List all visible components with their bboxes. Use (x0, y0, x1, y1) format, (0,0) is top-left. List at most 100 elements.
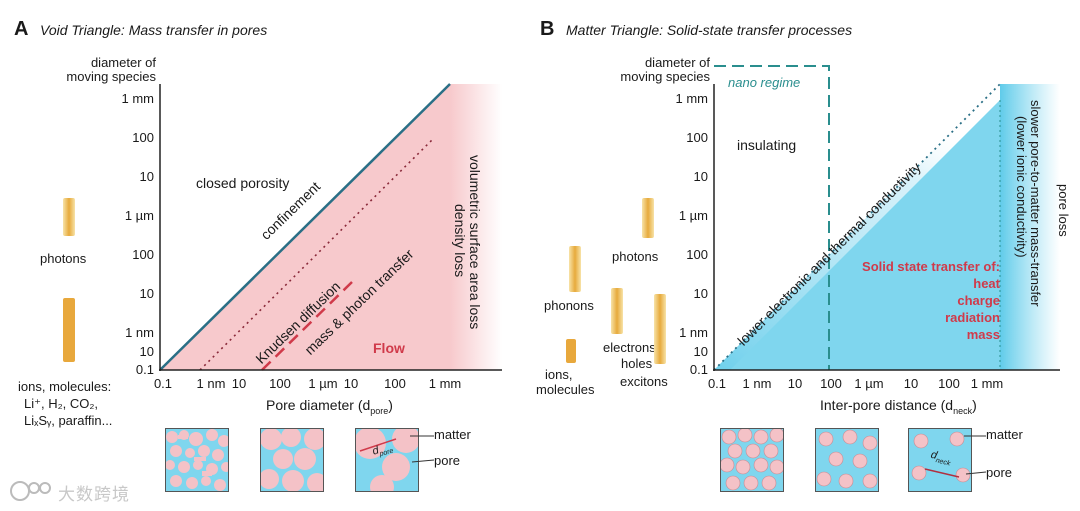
panel-a-ions-label: ions, molecules: Li⁺, H₂, CO₂, LiₓSᵧ, pa… (18, 378, 112, 429)
panel-b-swatch-dense (720, 428, 784, 492)
electrons-line2: holes (621, 356, 653, 371)
solid-state-line2: heat (973, 276, 1000, 291)
panel-a-x-tick: 1 mm (428, 376, 462, 391)
panel-a-diagonal (159, 83, 451, 371)
panel-b-y-tick: 0.1 (689, 362, 708, 377)
x-axis-title-text: Inter-pore distance (d (820, 397, 954, 413)
x-axis-title-text: Pore diameter (d (266, 397, 371, 413)
panel-a-legend-leaders (410, 435, 435, 463)
panel-a-swatch-large (355, 428, 419, 492)
ions-line1: ions, (545, 367, 573, 382)
panel-b-slower-2: (lower ionic conductivity) (1014, 116, 1029, 258)
panel-b-legend-matter: matter (986, 427, 1023, 442)
panel-a-x-tick: 100 (269, 376, 291, 391)
solid-state-line4: radiation (945, 310, 1000, 325)
panel-a-photons-label: photons (40, 251, 87, 266)
solid-state-line5: mass (966, 327, 1000, 342)
panel-a-y-tick: 1 nm (125, 325, 154, 340)
x-axis-title-close: ) (972, 397, 977, 413)
panel-b-y-tick: 100 (686, 130, 708, 145)
ions-line3: LiₓSᵧ, paraffin... (24, 413, 113, 428)
panel-a-dotted-line (199, 139, 433, 371)
panel-b-y-tick: 1 µm (678, 208, 708, 223)
solid-state-line3: charge (957, 293, 1000, 308)
panel-b-y-tick: 1 mm (675, 91, 709, 106)
panel-a-closed-porosity: closed porosity (196, 175, 290, 191)
panel-b-swatch-sparse (908, 428, 972, 492)
panel-b-slower-1: slower pore-to-matter mass-transfer (1028, 100, 1043, 307)
panel-a-legend-pore: pore (434, 453, 461, 468)
panel-b-title: Matter Triangle: Solid-state transfer pr… (566, 22, 853, 38)
d-sub: pore (378, 447, 395, 459)
panel-b-x-tick: 10 (787, 376, 803, 391)
panel-a-swatch-medium (260, 428, 324, 492)
electrons-bar (611, 288, 623, 334)
panel-b-insulating: insulating (737, 137, 797, 153)
panel-b-fade-region (1000, 84, 1060, 370)
panel-b-swatch-medium (815, 428, 879, 492)
panel-a-x-tick: 0.1 (153, 376, 173, 391)
panel-a-fade-region (450, 84, 502, 370)
panel-a-y-tick: 100 (132, 247, 154, 262)
panel-a-x-tick: 10 (231, 376, 247, 391)
panel-b-x-tick: 100 (938, 376, 960, 391)
panel-b-photons-label: photons (612, 249, 659, 264)
watermark-logo-icon (10, 481, 51, 501)
ions-bar (566, 339, 576, 363)
panel-b-excitons-label: excitons (620, 374, 668, 389)
panel-a-volumetric: volumetric surface area loss (467, 155, 483, 330)
ions-line2: molecules (536, 382, 595, 397)
solid-state-line1: Solid state transfer of: (862, 259, 1000, 274)
panel-a-title: Void Triangle: Mass transfer in pores (40, 22, 268, 38)
panel-a-x-tick: 1 µm (308, 376, 338, 391)
panel-a-y-tick: 10 (139, 169, 154, 184)
panel-b-solid-state: Solid state transfer of: heat charge rad… (820, 258, 1000, 343)
electrons-line1: electrons, (603, 340, 660, 355)
panel-b-legend-leaders (964, 435, 987, 475)
phonons-bar (569, 246, 581, 292)
panel-a-dashed-line (261, 281, 353, 371)
ions-line1: ions, molecules: (18, 379, 112, 394)
panel-b-legend-pore: pore (986, 465, 1013, 480)
panel-a-x-tick: 100 (384, 376, 406, 391)
panel-b-y-tick: 10 (693, 344, 708, 359)
panel-b-electrons-label: electrons, holes (603, 340, 659, 372)
panel-b-x-tick: 1 µm (854, 376, 884, 391)
panel-a-y-tick: 1 µm (124, 208, 154, 223)
x-axis-title-sub: pore (370, 405, 389, 416)
panel-a-x-axis-title: Pore diameter (dpore) (266, 398, 393, 418)
panel-b-y-tick: 10 (693, 169, 708, 184)
panel-a-density-loss: density loss (452, 204, 468, 278)
panel-a-y-tick: 1 mm (121, 91, 155, 106)
panel-b-x-tick: 1 nm (742, 376, 772, 391)
panel-b-phonons-label: phonons (544, 298, 594, 313)
d-sub: neck (934, 457, 951, 468)
panel-a-legend-matter: matter (434, 427, 471, 442)
y-axis-title-line1: diameter of (644, 55, 710, 70)
panel-b-transfer-region (730, 100, 1000, 370)
panel-b-y-tick: 100 (686, 247, 708, 262)
panel-a-y-tick: 100 (132, 130, 154, 145)
panel-a-x-tick: 1 nm (196, 376, 226, 391)
ions-bar (63, 298, 75, 362)
panel-b-x-axis-title: Inter-pore distance (dneck) (820, 398, 977, 418)
panel-b-dotted-diagonal (713, 83, 1001, 371)
panel-a-flow: Flow (373, 340, 405, 356)
panel-b-ions-label: ions, molecules (536, 367, 595, 397)
panel-b-nano-regime: nano regime (728, 75, 801, 90)
x-axis-title-close: ) (388, 397, 393, 413)
panel-b-y-tick: 1 nm (679, 325, 708, 340)
panel-b-x-tick: 10 (903, 376, 919, 391)
panel-b-pore-loss: pore loss (1056, 184, 1071, 237)
y-axis-title-line2: moving species (620, 69, 710, 84)
panel-a-x-tick: 10 (343, 376, 359, 391)
y-axis-title-line2: moving species (66, 69, 156, 84)
panel-b-y-axis-title: diameter of moving species (594, 56, 710, 84)
panel-a-swatch-fine (165, 428, 229, 492)
watermark-text: 大数跨境 (58, 485, 130, 504)
panel-b-x-tick: 100 (820, 376, 842, 391)
panel-a-y-tick: 0.1 (135, 362, 154, 377)
excitons-bar (654, 294, 666, 364)
panel-b-letter: B (540, 18, 555, 40)
